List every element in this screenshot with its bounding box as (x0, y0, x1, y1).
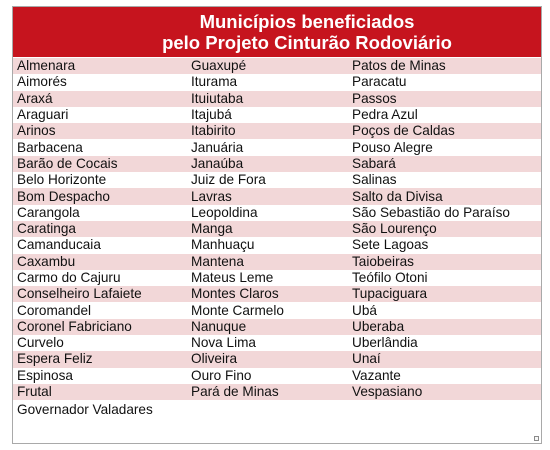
municipality-cell: Caxambu (13, 253, 187, 270)
municipality-cell: Espera Feliz (13, 351, 187, 368)
table-row: Caratinga Manga São Lourenço (13, 220, 541, 238)
municipality-cell: Manhuaçu (187, 237, 348, 254)
municipality-cell: Almenara (13, 58, 187, 75)
table-row: Coronel Fabriciano Nanuque Uberaba (13, 318, 541, 336)
table-row: Carmo do Cajuru Mateus Leme Teófilo Otoni (13, 269, 541, 287)
resize-handle[interactable] (534, 436, 539, 441)
table-row: Araguari Itajubá Pedra Azul (13, 106, 541, 124)
municipality-cell: Itabirito (187, 123, 348, 140)
municipality-cell: Nova Lima (187, 335, 348, 352)
municipality-cell: Barbacena (13, 139, 187, 156)
municipality-cell: Vazante (348, 367, 541, 384)
table-row: Aimorés Iturama Paracatu (13, 74, 541, 91)
municipality-cell: Bom Despacho (13, 188, 187, 205)
table-row: Conselheiro Lafaiete Montes Claros Tupacig… (13, 286, 541, 303)
municipality-cell: Pedra Azul (348, 106, 541, 124)
municipality-cell: Coromandel (13, 302, 187, 319)
table-row: Caxambu Mantena Taiobeiras (13, 253, 541, 270)
municipality-cell: Belo Horizonte (13, 172, 187, 189)
municipality-cell: Conselheiro Lafaiete (13, 286, 187, 303)
table-header: Municípios beneficiados pelo Projeto Cin… (13, 7, 541, 57)
table-row: Governador Valadares (13, 400, 541, 421)
municipality-cell: Camanducaia (13, 237, 187, 254)
municipality-cell: Itajubá (187, 106, 348, 124)
municipality-cell: Mateus Leme (187, 269, 348, 287)
municipality-cell: Sabará (348, 155, 541, 173)
municipality-cell: Manga (187, 220, 348, 238)
municipality-cell: Carmo do Cajuru (13, 269, 187, 287)
municipality-cell: São Lourenço (348, 220, 541, 238)
municipality-cell: Araguari (13, 106, 187, 124)
table-row: Almenara Guaxupé Patos de Minas (13, 58, 541, 75)
municipality-cell: Nanuque (187, 318, 348, 336)
municipality-cell: Tupaciguara (348, 286, 541, 303)
municipality-cell: Patos de Minas (348, 58, 541, 75)
municipality-cell: Vespasiano (348, 383, 541, 401)
table-row: Barbacena Januária Pouso Alegre (13, 139, 541, 156)
municipality-cell: Januária (187, 139, 348, 156)
municipality-cell: Leopoldina (187, 204, 348, 221)
table-row: Arinos Itabirito Poços de Caldas (13, 123, 541, 140)
municipality-cell: Taiobeiras (348, 253, 541, 270)
table-row: Coromandel Monte Carmelo Ubá (13, 302, 541, 319)
municipality-cell: Curvelo (13, 335, 187, 352)
header-title-line-1: Municípios beneficiados (199, 11, 415, 32)
table-row: Curvelo Nova Lima Uberlândia (13, 335, 541, 352)
table-row: Carangola Leopoldina São Sebastião do Para… (13, 204, 541, 221)
municipality-cell: Carangola (13, 204, 187, 221)
table-row: Araxá Ituiutaba Passos (13, 90, 541, 107)
municipality-cell: Lavras (187, 188, 348, 205)
municipality-cell: Pouso Alegre (348, 139, 541, 156)
table-row: Bom Despacho Lavras Salto da Divisa (13, 188, 541, 205)
municipality-cell: Paracatu (348, 74, 541, 91)
municipality-cell: Montes Claros (187, 286, 348, 303)
table-row: Barão de Cocais Janaúba Sabará (13, 155, 541, 173)
municipality-cell (187, 400, 348, 421)
municipality-cell: Salinas (348, 172, 541, 189)
municipality-cell: Oliveira (187, 351, 348, 368)
municipality-cell: Governador Valadares (13, 400, 187, 421)
table-row: Frutal Pará de Minas Vespasiano (13, 383, 541, 401)
municipality-cell: Guaxupé (187, 58, 348, 75)
table-row: Camanducaia Manhuaçu Sete Lagoas (13, 237, 541, 254)
municipality-cell: Iturama (187, 74, 348, 91)
municipality-cell: Poços de Caldas (348, 123, 541, 140)
municipality-cell (348, 400, 541, 421)
municipalities-table: Almenara Guaxupé Patos de Minas Aimorés Itur… (13, 58, 541, 421)
municipality-cell: Monte Carmelo (187, 302, 348, 319)
municipality-cell: Araxá (13, 90, 187, 107)
municipality-cell: Espinosa (13, 367, 187, 384)
municipality-cell: Uberlândia (348, 335, 541, 352)
municipality-cell: Teófilo Otoni (348, 269, 541, 287)
municipality-cell: Arinos (13, 123, 187, 140)
municipality-cell: Uberaba (348, 318, 541, 336)
municipality-cell: Barão de Cocais (13, 155, 187, 173)
municipality-cell: Ituiutaba (187, 90, 348, 107)
municipality-cell: Juiz de Fora (187, 172, 348, 189)
municipality-cell: Caratinga (13, 220, 187, 238)
municipality-cell: Pará de Minas (187, 383, 348, 401)
municipality-cell: Passos (348, 90, 541, 107)
municipality-cell: Aimorés (13, 74, 187, 91)
table-row: Espinosa Ouro Fino Vazante (13, 367, 541, 384)
municipality-cell: Frutal (13, 383, 187, 401)
municipality-cell: Coronel Fabriciano (13, 318, 187, 336)
table-row: Espera Feliz Oliveira Unaí (13, 351, 541, 368)
embedded-table-object[interactable]: Municípios beneficiados pelo Projeto Cin… (12, 6, 542, 444)
municipality-cell: Ouro Fino (187, 367, 348, 384)
municipality-cell: Mantena (187, 253, 348, 270)
municipality-cell: São Sebastião do Paraíso (348, 204, 541, 221)
municipality-cell: Sete Lagoas (348, 237, 541, 254)
municipality-cell: Unaí (348, 351, 541, 368)
municipality-cell: Salto da Divisa (348, 188, 541, 205)
municipality-cell: Ubá (348, 302, 541, 319)
header-title-line-2: pelo Projeto Cinturão Rodoviário (162, 32, 452, 53)
municipality-cell: Janaúba (187, 155, 348, 173)
table-row: Belo Horizonte Juiz de Fora Salinas (13, 172, 541, 189)
